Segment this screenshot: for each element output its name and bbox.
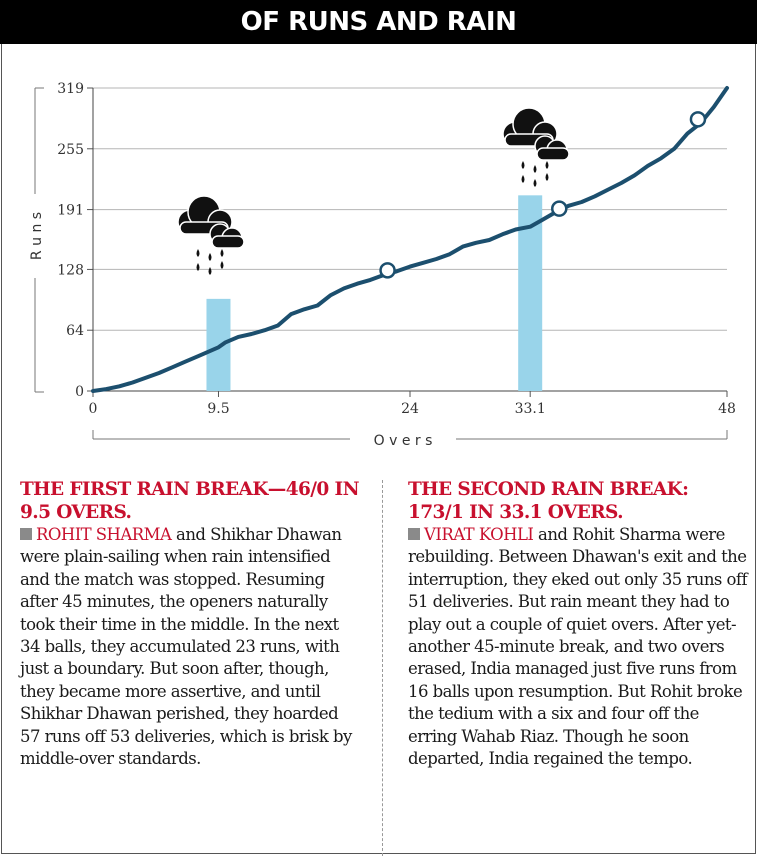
runs-chart: 0 64 128 191 255 319 0 9.5 24 33.1 48 R u n s O v e … — [28, 81, 736, 449]
runs-line — [91, 86, 729, 393]
y-tick-label: 0 — [75, 384, 84, 400]
rain-cloud-icon — [177, 195, 245, 275]
y-axis-title-gap — [28, 194, 44, 278]
x-axis-title-gap — [350, 430, 456, 448]
page-title: OF RUNS AND RAIN — [0, 0, 757, 44]
y-tick-label: 64 — [66, 323, 84, 339]
x-tick-label: 24 — [401, 401, 419, 417]
x-tick-label: 48 — [718, 401, 736, 417]
rain-cloud-icon — [502, 107, 570, 187]
wicket-marker — [379, 262, 396, 279]
first-rain-break-lead: ROHIT SHARMA — [36, 525, 172, 544]
wicket-marker — [551, 200, 568, 217]
second-rain-break-body: and Rohit Sharma were rebuilding. Betwee… — [408, 525, 748, 769]
first-rain-break-column: THE FIRST RAIN BREAK—46/0 IN 9.5 OVERS. … — [20, 478, 360, 770]
y-axis-title: R u n s — [29, 212, 45, 260]
x-tick-label: 0 — [89, 401, 98, 417]
wicket-marker — [689, 111, 707, 128]
second-rain-break-heading: THE SECOND RAIN BREAK: 173/1 IN 33.1 OVE… — [408, 479, 689, 523]
x-tick-label: 9.5 — [207, 401, 229, 417]
column-divider — [382, 480, 383, 856]
first-rain-break-heading: THE FIRST RAIN BREAK—46/0 IN 9.5 OVERS. — [20, 479, 359, 523]
second-rain-break-lead: VIRAT KOHLI — [424, 525, 534, 544]
second-rain-break-text: VIRAT KOHLI and Rohit Sharma were rebuil… — [408, 524, 748, 770]
bullet-square-icon — [20, 528, 32, 540]
second-rain-break-column: THE SECOND RAIN BREAK: 173/1 IN 33.1 OVE… — [408, 478, 748, 770]
bullet-square-icon — [408, 528, 420, 540]
first-rain-break-body: and Shikhar Dhawan were plain-sailing wh… — [20, 525, 352, 769]
first-rain-break-text: ROHIT SHARMA and Shikhar Dhawan were pla… — [20, 524, 360, 770]
y-tick-label: 128 — [57, 262, 84, 278]
y-tick-label: 255 — [57, 142, 84, 158]
y-tick-label: 191 — [57, 203, 84, 219]
x-axis-title: O v e r s — [374, 433, 433, 449]
x-tick-label: 33.1 — [515, 401, 546, 417]
y-tick-label: 319 — [57, 81, 84, 97]
